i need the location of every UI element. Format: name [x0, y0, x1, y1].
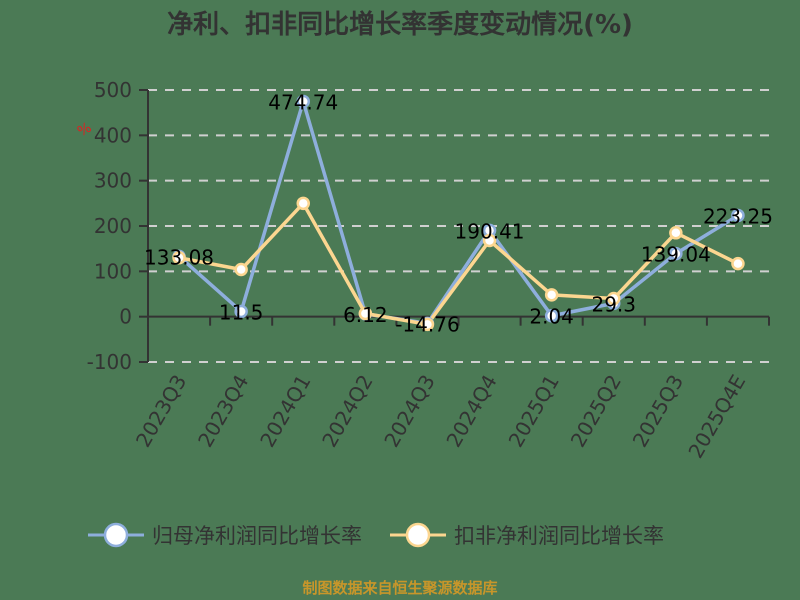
data-point[interactable]: [544, 308, 559, 323]
legend-label: 归母净利润同比增长率: [152, 524, 362, 548]
data-label: 2.04: [529, 305, 574, 329]
data-point[interactable]: [669, 226, 683, 240]
y-tick-label: 300: [94, 169, 132, 193]
x-tick-label: 2023Q3: [131, 371, 191, 452]
x-tick-label: 2024Q2: [317, 371, 377, 452]
legend-line-circle-icon: [88, 522, 144, 548]
data-point[interactable]: [234, 304, 248, 319]
legend: 归母净利润同比增长率 扣非净利润同比增长率: [88, 520, 664, 550]
data-label: 11.5: [219, 300, 264, 324]
data-point[interactable]: [296, 196, 310, 211]
x-tick-label: 2024Q1: [255, 371, 315, 452]
data-point[interactable]: [544, 288, 559, 302]
x-tick-label: 2025Q1: [504, 371, 564, 452]
data-point[interactable]: [420, 317, 435, 332]
data-label: 190.41: [455, 219, 525, 243]
data-label: 6.12: [343, 303, 388, 327]
data-point[interactable]: [172, 250, 186, 265]
y-tick-label: 0: [119, 305, 132, 329]
x-axis: 2023Q3 2023Q4 2024Q1 2024Q2 2024Q3 2024Q4 2025…: [131, 315, 770, 463]
data-point[interactable]: [234, 262, 248, 277]
y-tick-label: 100: [94, 259, 132, 283]
legend-label: 扣非净利润同比增长率: [454, 524, 664, 548]
gridlines: [148, 89, 769, 363]
data-label: 223.25: [703, 204, 773, 228]
legend-line-circle-icon: [390, 522, 446, 548]
data-point[interactable]: [731, 208, 745, 223]
data-point[interactable]: [669, 246, 683, 261]
legend-item-deducted-profit[interactable]: 扣非净利润同比增长率: [390, 520, 664, 550]
legend-item-net-profit[interactable]: 归母净利润同比增长率: [88, 520, 362, 550]
y-tick-label: 200: [94, 214, 132, 238]
series-line: [177, 99, 739, 326]
series-lines: [172, 94, 745, 332]
series-line: [178, 201, 739, 327]
x-tick-label: 2024Q4: [441, 371, 501, 452]
x-tick-label: 2024Q3: [379, 371, 439, 452]
chart-title: 净利、扣非同比增长率季度变动情况(%): [167, 10, 633, 40]
y-tick-label: 400: [94, 123, 132, 147]
data-point[interactable]: [296, 94, 310, 109]
y-tick-label: 500: [94, 78, 132, 102]
x-tick-label: 2025Q4E: [683, 371, 750, 463]
data-label: 139.04: [641, 243, 711, 267]
data-labels: 133.08 11.5 474.74 6.12 -14.76 190.41 2.04 29.3…: [144, 90, 773, 336]
x-tick-label: 2023Q4: [193, 371, 253, 452]
y-axis: 500 400 300 200 100 0 -100: [87, 78, 149, 374]
data-label: -14.76: [395, 312, 459, 336]
data-label: 474.74: [268, 90, 338, 114]
x-tick-label: 2025Q2: [566, 371, 626, 452]
y-tick-label: -100: [87, 350, 132, 374]
data-label: 133.08: [144, 245, 214, 269]
data-point[interactable]: [482, 233, 497, 248]
data-label: 29.3: [591, 292, 636, 316]
data-point[interactable]: [358, 306, 373, 321]
source-note: 制图数据来自恒生聚源数据库: [302, 579, 498, 597]
data-point[interactable]: [607, 291, 621, 306]
x-tick-label: 2025Q3: [628, 371, 688, 452]
data-point[interactable]: [731, 256, 745, 271]
